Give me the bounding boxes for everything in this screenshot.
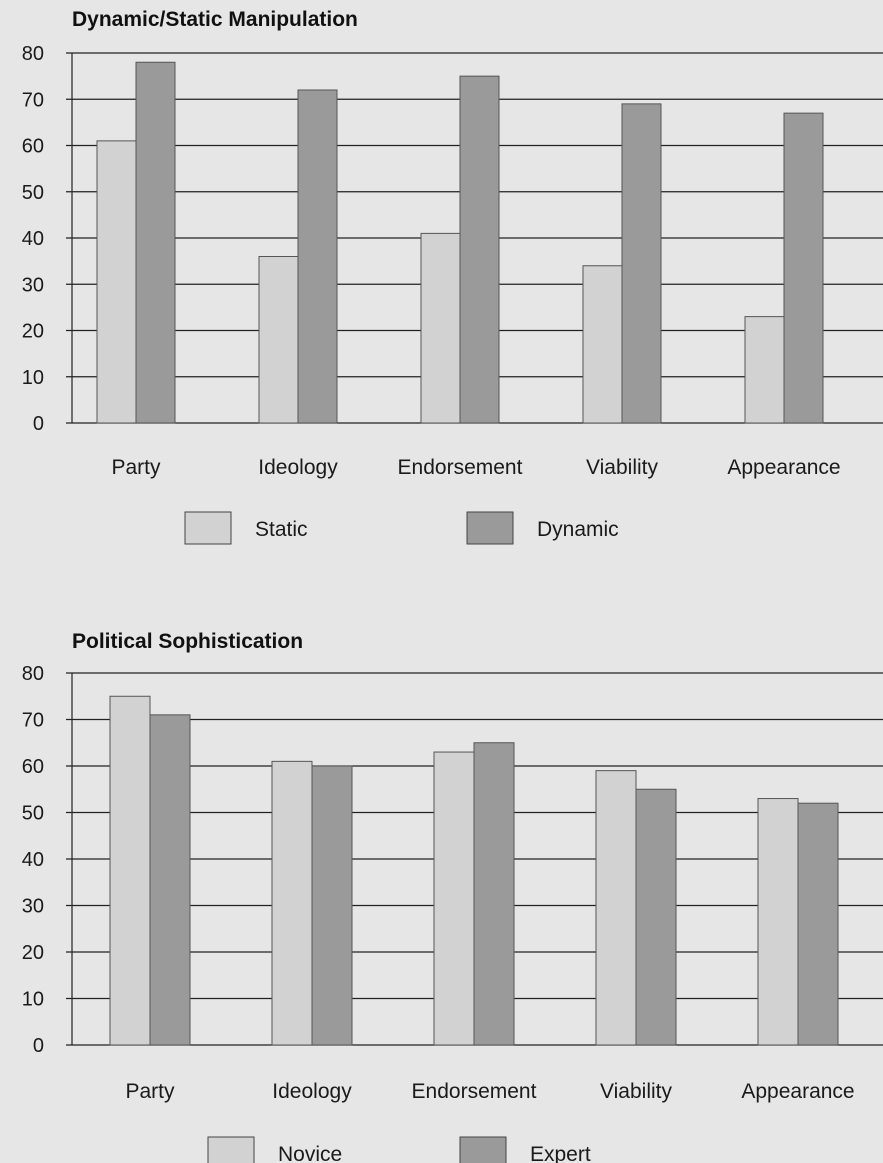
x-tick-label: Ideology (272, 1080, 352, 1103)
chart-title: Dynamic/Static Manipulation (72, 8, 358, 31)
bar-dynamic-endorsement (459, 75, 500, 424)
bar-expert-ideology (311, 765, 353, 1046)
legend-swatch-novice (207, 1136, 255, 1163)
bar-dynamic-party (135, 61, 176, 424)
y-tick-label: 20 (22, 942, 44, 964)
bar-static-party (96, 140, 137, 424)
x-tick-label: Party (111, 456, 161, 479)
y-tick-label: 80 (22, 663, 44, 685)
y-tick-label: 30 (22, 274, 44, 296)
y-tick-label: 80 (22, 43, 44, 65)
x-tick-label: Party (125, 1080, 175, 1103)
bar-expert-endorsement (473, 742, 515, 1046)
y-tick-label: 40 (22, 849, 44, 871)
y-tick-label: 10 (22, 989, 44, 1011)
x-tick-label: Viability (600, 1080, 672, 1103)
y-tick-label: 60 (22, 136, 44, 158)
y-tick-label: 60 (22, 756, 44, 778)
bar-novice-party (109, 695, 151, 1046)
y-tick-label: 0 (33, 413, 44, 435)
y-tick-label: 20 (22, 321, 44, 343)
y-tick-label: 10 (22, 367, 44, 389)
x-tick-label: Endorsement (398, 456, 523, 479)
x-tick-label: Ideology (258, 456, 338, 479)
legend-label-static: Static (255, 518, 308, 541)
bar-novice-ideology (271, 760, 313, 1046)
bar-static-endorsement (420, 232, 461, 424)
bar-novice-appearance (757, 798, 799, 1046)
y-tick-label: 50 (22, 803, 44, 825)
x-tick-label: Appearance (741, 1080, 854, 1103)
y-tick-label: 40 (22, 228, 44, 250)
y-tick-label: 70 (22, 710, 44, 732)
y-tick-label: 50 (22, 182, 44, 204)
bar-expert-appearance (797, 802, 839, 1046)
y-tick-label: 70 (22, 89, 44, 111)
bar-novice-endorsement (433, 751, 475, 1046)
bar-static-appearance (744, 316, 785, 424)
y-tick-label: 0 (33, 1035, 44, 1057)
legend-swatch-dynamic (466, 511, 514, 545)
chart-title: Political Sophistication (72, 630, 303, 653)
legend-label-expert: Expert (530, 1143, 591, 1163)
bar-expert-viability (635, 788, 677, 1046)
bar-dynamic-ideology (297, 89, 338, 424)
bar-dynamic-viability (621, 103, 662, 424)
bar-static-ideology (258, 256, 299, 424)
x-tick-label: Appearance (727, 456, 840, 479)
x-tick-label: Endorsement (412, 1080, 537, 1103)
bar-novice-viability (595, 770, 637, 1046)
bar-static-viability (582, 265, 623, 424)
bar-expert-party (149, 714, 191, 1046)
y-tick-label: 30 (22, 896, 44, 918)
x-tick-label: Viability (586, 456, 658, 479)
legend-swatch-expert (459, 1136, 507, 1163)
legend-swatch-static (184, 511, 232, 545)
bar-dynamic-appearance (783, 112, 824, 424)
chart-political-sophistication: Political Sophistication 0 10 20 30 40 50 60 70 8… (22, 630, 883, 1163)
legend-label-dynamic: Dynamic (537, 518, 619, 541)
legend-label-novice: Novice (278, 1143, 342, 1163)
chart-dynamic-static: Dynamic/Static Manipulation 0 10 20 30 40 50 60… (22, 8, 883, 545)
